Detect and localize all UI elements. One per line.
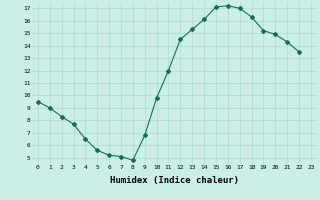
X-axis label: Humidex (Indice chaleur): Humidex (Indice chaleur) xyxy=(110,176,239,185)
